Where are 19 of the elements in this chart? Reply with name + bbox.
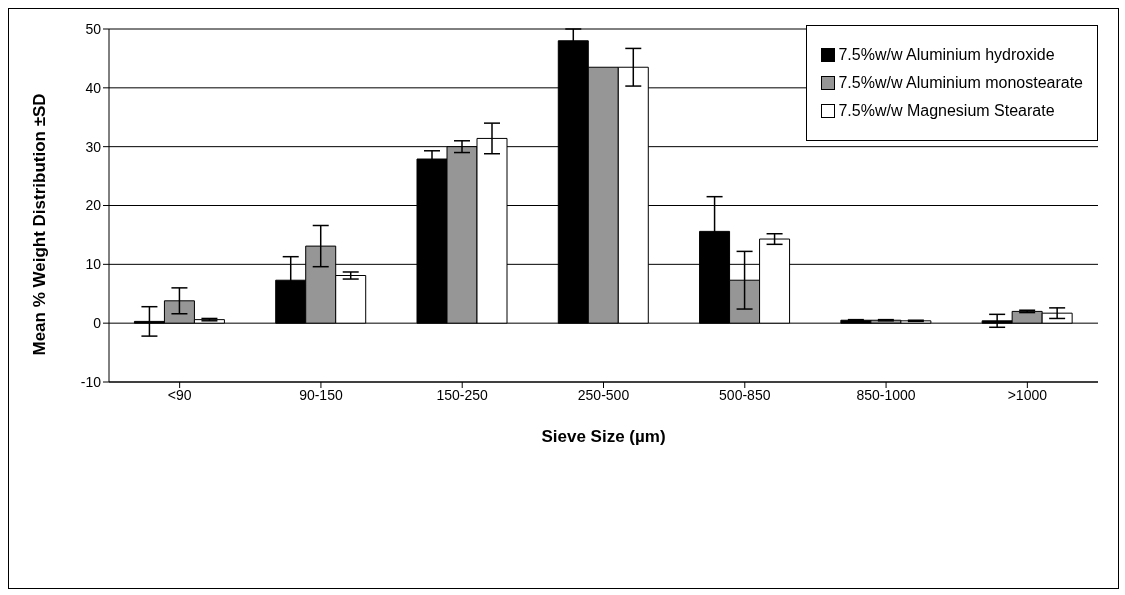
x-tick-label: 90-150: [299, 386, 343, 403]
y-tick-label: 30: [85, 138, 102, 155]
x-tick-label: 850-1000: [856, 386, 916, 403]
x-tick-label: 250-500: [577, 386, 630, 403]
x-tick-label: 150-250: [436, 386, 489, 403]
y-axis-title: Mean % Weight Distribution ±SD: [30, 93, 50, 356]
y-tick-label: 20: [85, 197, 102, 214]
legend-label: 7.5%w/w Aluminium monostearate: [838, 74, 1083, 92]
y-tick-label: 40: [85, 79, 102, 96]
x-axis-title: Sieve Size (µm): [541, 427, 666, 446]
x-tick-label: 500-850: [719, 386, 771, 403]
legend-label: 7.5%w/w Aluminium hydroxide: [838, 46, 1055, 64]
y-tick-label: 0: [93, 315, 102, 332]
x-tick-label: <90: [167, 386, 192, 403]
y-tick-label: 50: [85, 20, 102, 37]
x-tick-label: >1000: [1007, 386, 1048, 403]
y-tick-label: 10: [85, 256, 102, 273]
y-tick-label: -10: [80, 373, 102, 390]
legend-label: 7.5%w/w Magnesium Stearate: [838, 102, 1055, 120]
